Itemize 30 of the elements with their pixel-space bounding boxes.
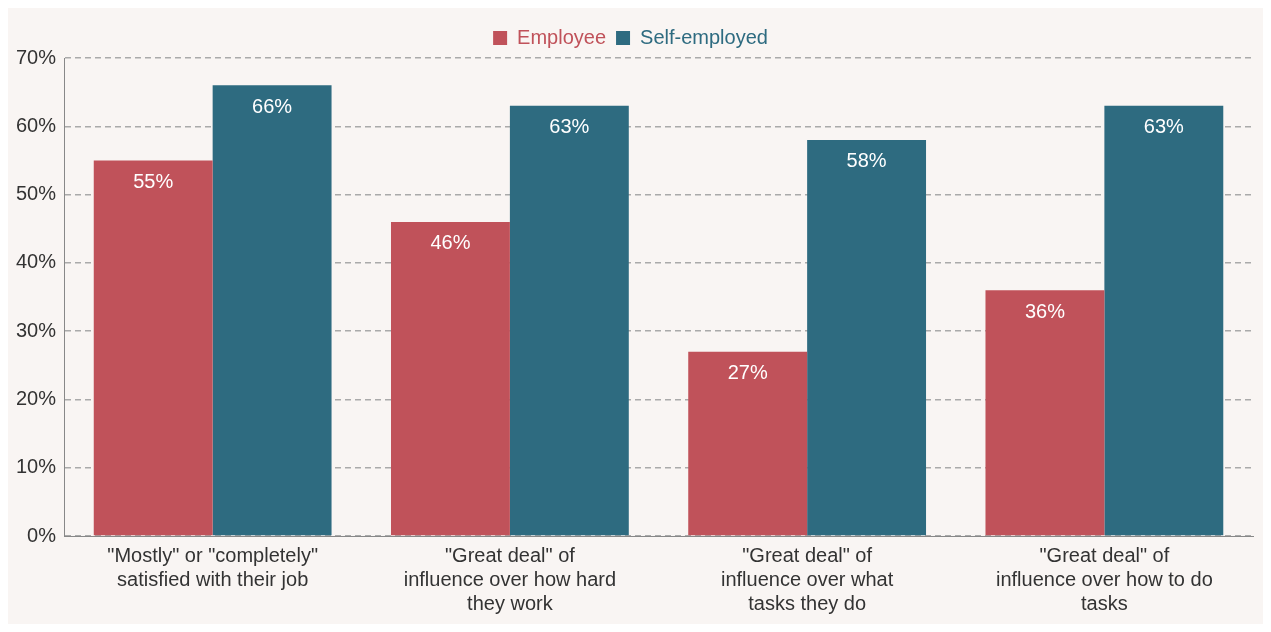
bar — [688, 351, 808, 536]
bar — [1104, 105, 1224, 536]
legend-label: Employee — [517, 25, 607, 48]
y-tick-label: 40% — [16, 250, 57, 273]
y-tick-label: 30% — [16, 318, 57, 341]
x-tick-label: "Mostly" or "completely" satisfied with their job — [107, 543, 318, 590]
y-tick-label: 60% — [16, 113, 57, 136]
data-label: 27% — [727, 361, 768, 384]
legend-label: Self-employed — [640, 25, 768, 48]
data-label: 63% — [1143, 115, 1185, 138]
y-tick-label: 10% — [16, 455, 57, 478]
bar — [985, 290, 1105, 536]
y-tick-label: 0% — [27, 523, 57, 546]
y-tick-label: 70% — [16, 45, 57, 68]
data-label: 55% — [133, 169, 174, 192]
data-label: 36% — [1024, 299, 1066, 322]
bar — [212, 85, 332, 536]
x-tick-label: "Great deal" of influence over how to do tasks — [995, 543, 1213, 614]
bar — [391, 221, 510, 536]
data-label: 66% — [252, 94, 293, 117]
data-label: 46% — [430, 231, 471, 254]
y-tick-label: 50% — [16, 182, 57, 205]
data-label: 58% — [846, 149, 887, 172]
bar — [807, 139, 927, 536]
y-tick-label: 20% — [16, 386, 57, 409]
data-label: 63% — [549, 115, 590, 138]
x-tick-label: "Great deal" of influence over what tasks they do — [720, 543, 894, 614]
bar — [93, 160, 213, 536]
bar — [509, 105, 629, 536]
x-tick-label: "Great deal" of influence over how hard they work — [403, 543, 617, 614]
